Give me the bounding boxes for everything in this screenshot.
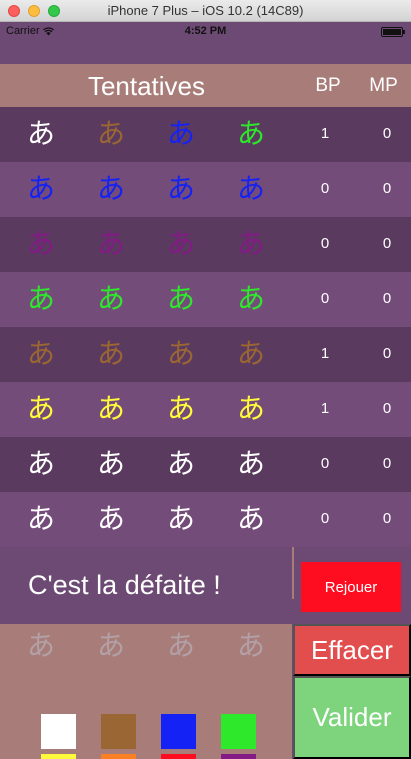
bp-score: 0	[320, 290, 330, 307]
attempt-peg: あ	[236, 172, 265, 205]
attempt-peg: あ	[96, 117, 125, 150]
attempt-peg: あ	[96, 447, 125, 480]
attempt-peg: あ	[236, 502, 265, 535]
attempt-peg: あ	[96, 172, 125, 205]
attempt-peg: あ	[236, 447, 265, 480]
guess-slot[interactable]: あ	[236, 629, 265, 662]
attempt-peg: あ	[236, 117, 265, 150]
input-panel: ああああ	[0, 624, 292, 759]
mp-score: 0	[382, 455, 392, 472]
attempt-peg: あ	[236, 227, 265, 260]
attempt-peg: あ	[26, 282, 55, 315]
color-swatch-white[interactable]	[41, 714, 76, 749]
attempt-row: あ あ あ あ 1 0	[0, 382, 411, 437]
zoom-window-button[interactable]	[48, 5, 60, 17]
status-time: 4:52 PM	[184, 25, 227, 37]
attempts-title: Tentatives	[87, 71, 206, 101]
bp-score: 0	[320, 510, 330, 527]
mp-score: 0	[382, 510, 392, 527]
bp-score: 1	[320, 125, 330, 142]
minimize-window-button[interactable]	[28, 5, 40, 17]
attempt-peg: あ	[26, 502, 55, 535]
attempt-peg: あ	[166, 117, 195, 150]
attempt-peg: あ	[96, 337, 125, 370]
attempt-row: あ あ あ あ 0 0	[0, 437, 411, 492]
attempt-peg: あ	[166, 337, 195, 370]
mp-score: 0	[382, 290, 392, 307]
attempt-row: あ あ あ あ 1 0	[0, 107, 411, 162]
attempt-peg: あ	[96, 392, 125, 425]
carrier-indicator: Carrier	[6, 25, 54, 37]
attempt-peg: あ	[236, 337, 265, 370]
color-swatch-red[interactable]	[161, 754, 196, 759]
bp-score: 1	[320, 345, 330, 362]
attempt-peg: あ	[166, 227, 195, 260]
attempt-peg: あ	[166, 172, 195, 205]
guess-slot[interactable]: あ	[166, 629, 195, 662]
window-title: iPhone 7 Plus – iOS 10.2 (14C89)	[107, 3, 304, 18]
attempt-peg: あ	[26, 392, 55, 425]
attempt-row: あ あ あ あ 0 0	[0, 272, 411, 327]
clear-button[interactable]: Effacer	[293, 624, 411, 676]
attempt-peg: あ	[26, 337, 55, 370]
wifi-icon	[42, 26, 54, 35]
attempt-peg: あ	[26, 227, 55, 260]
color-swatch-yellow[interactable]	[41, 754, 76, 759]
color-swatch-green[interactable]	[221, 714, 256, 749]
close-window-button[interactable]	[8, 5, 20, 17]
attempt-row: あ あ あ あ 0 0	[0, 162, 411, 217]
mp-score: 0	[382, 180, 392, 197]
attempt-peg: あ	[166, 502, 195, 535]
bp-column-header: BP	[315, 75, 341, 96]
mp-score: 0	[382, 345, 392, 362]
window-titlebar: iPhone 7 Plus – iOS 10.2 (14C89)	[0, 0, 411, 22]
attempt-row: あ あ あ あ 0 0	[0, 492, 411, 547]
result-message: C'est la défaite !	[28, 570, 221, 600]
bp-score: 0	[320, 235, 330, 252]
attempt-peg: あ	[96, 502, 125, 535]
color-swatch-orange[interactable]	[101, 754, 136, 759]
attempt-peg: あ	[26, 117, 55, 150]
attempt-peg: あ	[26, 172, 55, 205]
attempt-peg: あ	[166, 282, 195, 315]
attempt-row: あ あ あ あ 1 0	[0, 327, 411, 382]
guess-slot[interactable]: あ	[26, 629, 55, 662]
mp-column-header: MP	[369, 75, 398, 96]
attempt-peg: あ	[96, 227, 125, 260]
submit-button[interactable]: Valider	[293, 676, 411, 759]
color-swatch-blue[interactable]	[161, 714, 196, 749]
attempt-peg: あ	[26, 447, 55, 480]
carrier-label: Carrier	[6, 25, 40, 37]
status-bar: Carrier 4:52 PM	[0, 22, 411, 42]
bp-score: 1	[320, 400, 330, 417]
color-swatch-brown[interactable]	[101, 714, 136, 749]
attempt-peg: あ	[96, 282, 125, 315]
attempt-peg: あ	[236, 392, 265, 425]
guess-slot[interactable]: あ	[96, 629, 125, 662]
bp-score: 0	[320, 180, 330, 197]
mp-score: 0	[382, 235, 392, 252]
attempt-peg: あ	[166, 447, 195, 480]
bp-score: 0	[320, 455, 330, 472]
window-controls	[8, 5, 60, 17]
attempts-header: Tentatives BP MP	[0, 64, 411, 107]
mp-score: 0	[382, 125, 392, 142]
attempt-row: あ あ あ あ 0 0	[0, 217, 411, 272]
mp-score: 0	[382, 400, 392, 417]
attempt-peg: あ	[236, 282, 265, 315]
color-swatch-purple[interactable]	[221, 754, 256, 759]
attempt-peg: あ	[166, 392, 195, 425]
replay-button[interactable]: Rejouer	[301, 562, 401, 612]
battery-icon	[381, 27, 405, 37]
